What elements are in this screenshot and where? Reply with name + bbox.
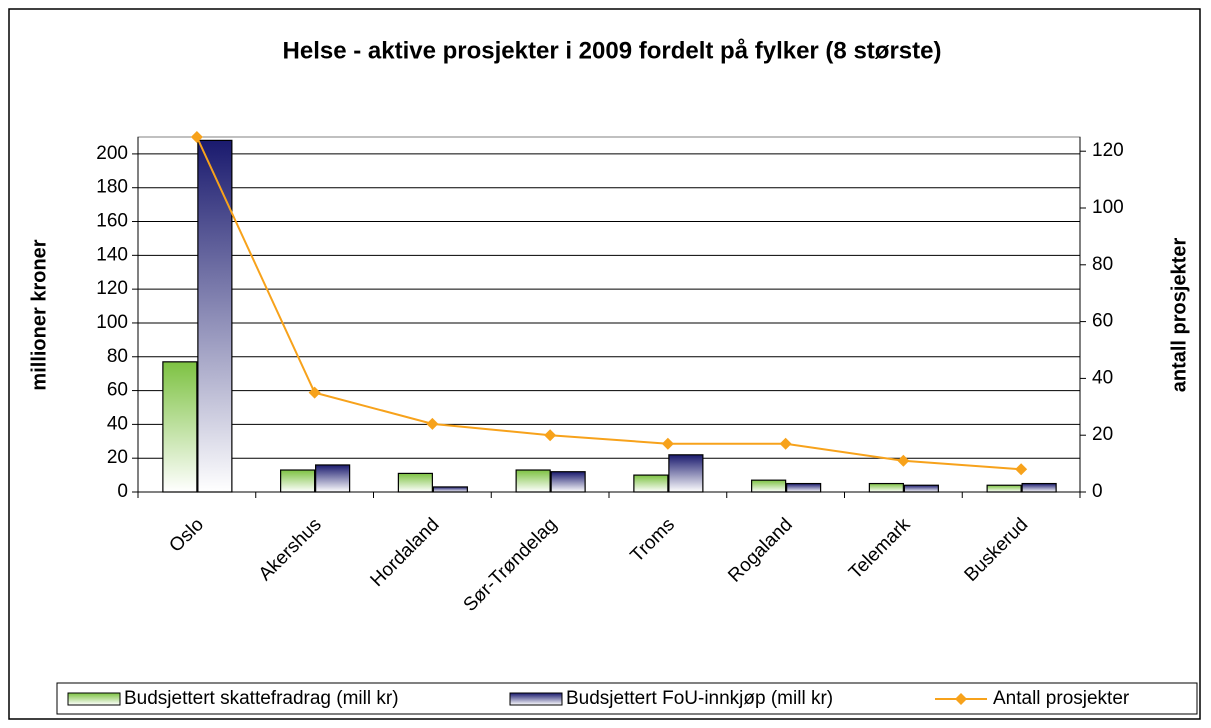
y-tick-label: 80 — [107, 346, 128, 367]
y-tick-label: 0 — [117, 481, 128, 502]
line-marker — [897, 454, 910, 467]
y-tick-label: 180 — [96, 177, 128, 198]
bar — [550, 471, 586, 493]
bar — [197, 139, 233, 493]
chart-title: Helse - aktive prosjekter i 2009 fordelt… — [283, 37, 942, 64]
line-marker — [190, 131, 203, 143]
y2-tick-label: 0 — [1092, 481, 1103, 502]
bar — [515, 469, 551, 493]
bar — [786, 482, 822, 493]
bar — [986, 484, 1022, 493]
line-marker — [308, 386, 321, 399]
y-tick-label: 140 — [96, 244, 128, 265]
legend-label: Budsjettert FoU-innkjøp (mill kr) — [566, 688, 833, 709]
legend-box — [56, 682, 1198, 715]
y-tick-label: 20 — [107, 447, 128, 468]
y2-tick-label: 40 — [1092, 367, 1113, 388]
line-marker — [1015, 463, 1028, 476]
y2-axis-label: antall prosjekter — [1168, 238, 1190, 393]
line-marker — [426, 417, 439, 430]
line-marker — [661, 437, 674, 450]
y-tick-label: 200 — [96, 143, 128, 164]
bar — [162, 361, 198, 493]
y2-tick-label: 120 — [1092, 140, 1124, 161]
bar — [315, 464, 351, 493]
bar — [397, 472, 433, 493]
y-tick-label: 160 — [96, 211, 128, 232]
legend-marker — [955, 693, 967, 705]
bar — [633, 474, 669, 493]
y-axis-label: millioner kroner — [28, 239, 50, 390]
y-tick-label: 120 — [96, 278, 128, 299]
plot-area — [137, 136, 1081, 493]
legend-label: Budsjettert skattefradrag (mill kr) — [124, 688, 399, 709]
line — [195, 136, 1022, 471]
y-tick-label: 60 — [107, 380, 128, 401]
bar — [1021, 482, 1057, 493]
legend-swatch — [67, 692, 121, 706]
legend-swatch — [509, 692, 563, 706]
legend-label: Antall prosjekter — [993, 688, 1130, 709]
y-tick-label: 100 — [96, 312, 128, 333]
bar — [668, 454, 704, 493]
y2-tick-label: 100 — [1092, 197, 1124, 218]
y2-tick-label: 20 — [1092, 424, 1113, 445]
bar — [751, 479, 787, 493]
y-tick-label: 40 — [107, 413, 128, 434]
line-marker — [779, 437, 792, 450]
bar — [868, 482, 904, 493]
y2-tick-label: 80 — [1092, 254, 1113, 275]
line-marker — [544, 429, 557, 442]
bar — [280, 469, 316, 493]
bar — [903, 484, 939, 493]
bar — [432, 486, 468, 493]
y2-tick-label: 60 — [1092, 311, 1113, 332]
